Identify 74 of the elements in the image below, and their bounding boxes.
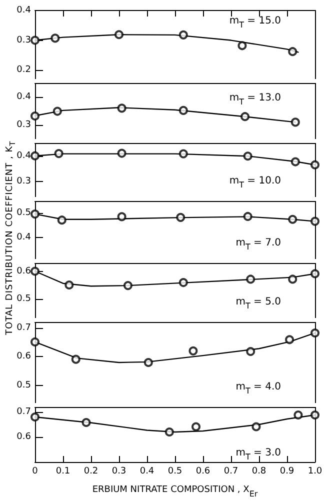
point: [178, 30, 188, 40]
y-tick-label: 0.7: [16, 407, 31, 417]
y-tick-label: 0.2: [16, 65, 31, 76]
point: [178, 106, 188, 115]
y-tick-label: 0.3: [16, 35, 31, 46]
point: [30, 151, 40, 160]
point: [290, 118, 300, 127]
x-tick-label: 0.4: [140, 466, 154, 476]
point: [188, 346, 198, 356]
point: [192, 422, 200, 432]
point: [285, 335, 294, 344]
point: [243, 152, 252, 161]
point: [30, 412, 40, 422]
x-tick-label: 0.6: [196, 466, 210, 476]
x-tick-label: 0.5: [168, 466, 182, 476]
x-tick-label: 0.8: [252, 466, 266, 476]
point: [50, 34, 60, 43]
x-tick-label: 1.0: [308, 466, 322, 476]
point: [71, 354, 80, 364]
point: [57, 216, 66, 225]
point: [164, 428, 174, 436]
point: [117, 148, 126, 158]
x-tick-label: 0.7: [224, 466, 238, 476]
point: [252, 422, 261, 432]
y-tick-label: 0.3: [16, 120, 31, 130]
point: [52, 106, 62, 116]
y-tick-label: 0.4: [16, 150, 32, 161]
point: [310, 410, 320, 420]
y-tick-label: 0.4: [16, 6, 32, 16]
point: [178, 149, 188, 158]
y-tick-label: 0.6: [16, 266, 32, 276]
point: [64, 280, 74, 290]
x-tick-label: 0: [32, 466, 38, 476]
point: [310, 328, 320, 338]
point: [310, 269, 320, 278]
point: [288, 274, 298, 284]
point: [144, 358, 153, 367]
point: [294, 410, 303, 420]
point: [30, 210, 40, 219]
y-tick-label: 0.6: [16, 352, 32, 362]
point: [246, 274, 256, 284]
point: [310, 160, 320, 170]
point: [30, 266, 40, 276]
point: [123, 281, 132, 290]
point: [238, 41, 247, 50]
point: [54, 149, 64, 158]
point: [290, 157, 300, 166]
point: [240, 112, 250, 122]
y-tick-label: 0.4: [16, 232, 32, 242]
point: [114, 30, 124, 40]
y-tick-label: 0.3: [16, 176, 31, 187]
point: [243, 212, 252, 221]
point: [310, 216, 320, 226]
y-tick-label: 0.5: [16, 294, 31, 304]
point: [30, 36, 40, 45]
point: [246, 347, 256, 356]
x-tick-label: 0.2: [84, 466, 98, 476]
point: [178, 278, 188, 288]
point: [30, 112, 40, 121]
x-tick-label: 0.1: [56, 466, 70, 476]
point: [82, 418, 91, 427]
y-tick-label: 0.7: [16, 322, 31, 333]
y-tick-label: 0.5: [16, 380, 31, 391]
y-tick-label: 0.4: [16, 92, 32, 102]
point: [117, 104, 126, 113]
y-tick-label: 0.6: [16, 432, 32, 442]
point: [288, 214, 298, 224]
point: [30, 337, 40, 346]
y-tick-label: 0.5: [16, 208, 31, 218]
point: [288, 47, 298, 56]
x-tick-label: 0.9: [280, 466, 294, 476]
point: [176, 212, 186, 222]
point: [117, 212, 126, 222]
x-tick-label: 0.3: [112, 466, 126, 476]
